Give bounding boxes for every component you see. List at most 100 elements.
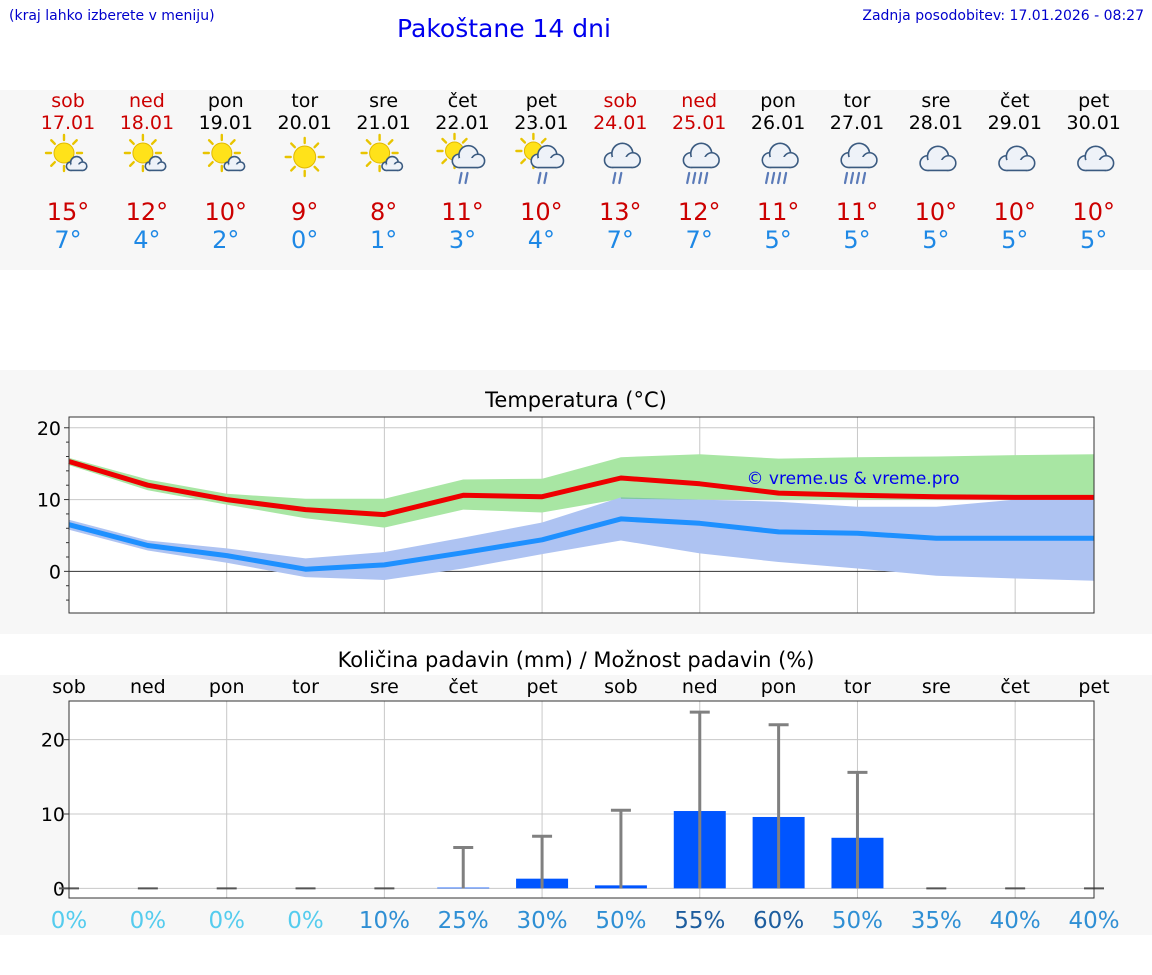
precipitation-probability: 0% <box>208 908 245 934</box>
cloud-body <box>611 156 633 168</box>
x-day-label: sre <box>370 676 399 698</box>
cloud-body <box>690 156 712 168</box>
cloud-heavy-rain-icon <box>840 142 878 185</box>
plot-frame <box>68 700 1095 899</box>
cloud-body <box>927 159 949 171</box>
min-temperature: 7° <box>607 226 634 254</box>
day-date: 18.01 <box>120 112 174 134</box>
sun-disc <box>211 142 233 164</box>
day-date: 26.01 <box>751 112 805 134</box>
sun-ray <box>365 160 372 167</box>
min-temperature-line <box>68 516 1094 572</box>
raindrop <box>698 171 703 185</box>
y-tick-label: 0 <box>49 561 61 583</box>
cloud-shape <box>1077 145 1115 172</box>
partly-sunny-icon <box>202 133 246 173</box>
sun-cloud-rain-icon <box>515 132 565 185</box>
min-temperature: 3° <box>449 226 476 254</box>
raindrop <box>458 171 463 185</box>
sun-ray <box>313 142 320 149</box>
min-temperature: 5° <box>922 226 949 254</box>
min-temperature: 5° <box>843 226 870 254</box>
sun-disc <box>369 142 391 164</box>
x-day-label: pet <box>1078 676 1109 698</box>
partly-sunny-icon <box>44 133 88 173</box>
cloud-rain-icon <box>603 142 641 185</box>
min-temperature: 5° <box>1001 226 1028 254</box>
last-updated: Zadnja posodobitev: 17.01.2026 - 08:27 <box>862 8 1144 24</box>
temperature-chart: 0 10 20 © vreme.us & vreme.pro <box>37 416 1095 614</box>
x-day-label: sre <box>922 676 951 698</box>
max-temperature: 8° <box>370 198 397 226</box>
min-temperature: 4° <box>133 226 160 254</box>
raindrop <box>764 171 770 185</box>
day-date: 17.01 <box>41 112 95 134</box>
raindrop <box>843 171 849 185</box>
cloud-body <box>1085 159 1107 171</box>
cloud-body <box>848 156 870 168</box>
day-name: sob <box>51 90 85 112</box>
sun-ray <box>128 160 135 167</box>
max-temperature: 15° <box>47 198 90 226</box>
sun-ray <box>520 158 527 165</box>
day-date: 21.01 <box>356 112 410 134</box>
cloudy-icon <box>919 145 957 172</box>
cloud-body <box>769 156 791 168</box>
cloud-body <box>1006 159 1028 171</box>
max-temperature: 12° <box>678 198 721 226</box>
sun-ray <box>290 165 297 172</box>
x-day-label: pon <box>761 676 797 698</box>
cloud-shape <box>682 142 720 169</box>
precipitation-probability: 50% <box>595 908 646 934</box>
sun-ray <box>540 137 547 144</box>
day-date: 29.01 <box>988 112 1042 134</box>
day-date: 20.01 <box>277 112 331 134</box>
cloud-shape <box>998 145 1036 172</box>
precipitation-probability: 30% <box>517 908 568 934</box>
cloud-shape <box>381 155 404 172</box>
sun-ray <box>387 139 394 146</box>
x-day-label: pon <box>209 676 245 698</box>
cloud-body <box>149 164 162 171</box>
day-name: ned <box>681 90 717 112</box>
max-temperature: 12° <box>126 198 169 226</box>
sun-ray <box>50 139 57 146</box>
raindrop <box>861 171 867 185</box>
partly-sunny-icon <box>123 133 167 173</box>
precipitation-probability: 40% <box>990 908 1041 934</box>
raindrop <box>855 171 861 185</box>
day-name: sre <box>921 90 950 112</box>
raindrop <box>692 171 697 185</box>
max-temperature: 9° <box>291 198 318 226</box>
max-temperature: 13° <box>599 198 642 226</box>
raindrop <box>704 171 709 185</box>
day-date: 30.01 <box>1066 112 1120 134</box>
sun-disc <box>53 142 75 164</box>
y-tick-label: 20 <box>41 730 65 752</box>
x-day-label: pet <box>526 676 557 698</box>
day-date: 28.01 <box>909 112 963 134</box>
precipitation-probability: 60% <box>753 908 804 934</box>
raindrop <box>464 171 469 185</box>
page-title: Pakoštane 14 dni <box>397 14 611 43</box>
cloudy-icon <box>1077 145 1115 172</box>
watermark: © vreme.us & vreme.pro <box>746 469 959 489</box>
max-temperature: 10° <box>994 198 1037 226</box>
min-temperature: 5° <box>764 226 791 254</box>
min-temperature: 5° <box>1080 226 1107 254</box>
x-day-label: tor <box>292 676 319 698</box>
y-tick-label: 10 <box>41 804 65 826</box>
day-name: pon <box>760 90 796 112</box>
sun-disc <box>293 145 317 169</box>
precipitation-probability: 0% <box>130 908 167 934</box>
sun-ray <box>520 137 527 144</box>
sunny-icon <box>284 136 325 178</box>
